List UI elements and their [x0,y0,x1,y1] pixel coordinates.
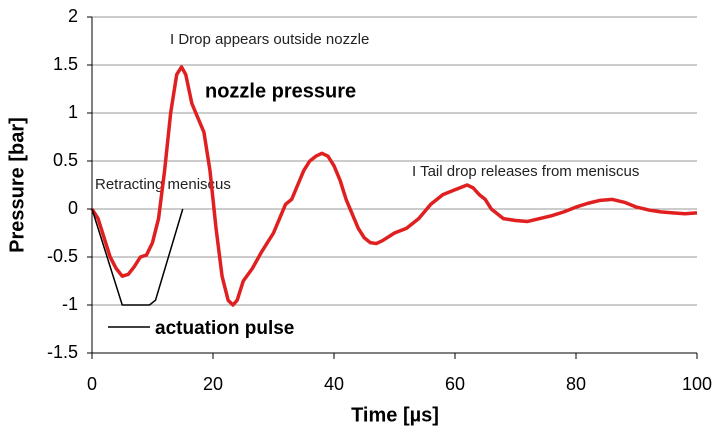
y-axis-label: Pressure [bar] [6,117,28,253]
data-line [91,208,184,306]
data-line [90,65,698,307]
y-tick-label: -1.5 [47,342,78,362]
y-tick-label: 1.5 [53,54,78,74]
x-tick-label: 0 [87,374,97,394]
annotation: I Tail drop releases from meniscus [412,163,639,180]
x-tick-label: 20 [203,374,223,394]
x-tick-label: 80 [566,374,586,394]
y-tick-label: 2 [68,6,78,26]
y-tick-label: 1 [68,102,78,122]
x-axis-label: Time [µs] [351,404,439,426]
y-tick-label: 0 [68,198,78,218]
x-tick-label: 100 [682,374,712,394]
annotation: I Drop appears outside nozzle [170,31,369,48]
x-tick-label: 40 [324,374,344,394]
series-label: nozzle pressure [205,80,356,102]
y-tick-label: -0.5 [47,246,78,266]
x-tick-label: 60 [445,374,465,394]
y-tick-label: 0.5 [53,150,78,170]
y-tick-label: -1 [62,294,78,314]
legend-label: actuation pulse [155,318,294,339]
